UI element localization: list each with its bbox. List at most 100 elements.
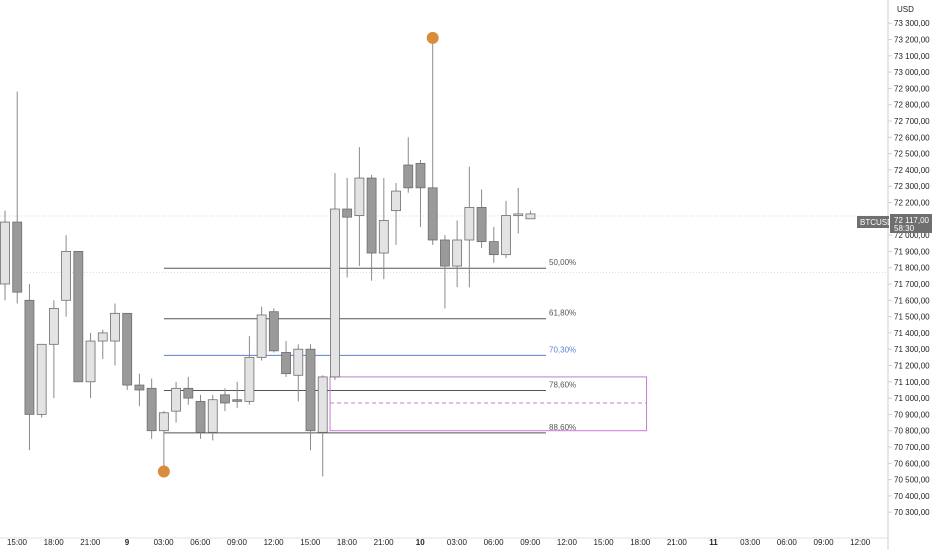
candle-down bbox=[415, 162, 426, 189]
candle-down bbox=[122, 312, 133, 386]
symbol-tag: BTCUSD bbox=[860, 218, 893, 227]
candle-down bbox=[12, 221, 23, 293]
time-tick-label: 03:00 bbox=[447, 538, 468, 547]
candle-up bbox=[256, 314, 267, 358]
price-tick-label: 70 800,00 bbox=[894, 427, 930, 436]
price-tick-label: 71 300,00 bbox=[894, 345, 930, 354]
candle-up bbox=[85, 340, 96, 383]
currency-label: USD bbox=[897, 5, 914, 14]
time-tick-label: 09:00 bbox=[520, 538, 541, 547]
time-tick-label: 11 bbox=[709, 538, 718, 547]
time-tick-label: 21:00 bbox=[667, 538, 688, 547]
price-tick-label: 71 000,00 bbox=[894, 394, 930, 403]
candle-up bbox=[97, 332, 108, 342]
current-price-label: 72 117,00 bbox=[894, 216, 930, 225]
fib-level-label: 50,00% bbox=[549, 258, 576, 267]
price-tick-label: 70 900,00 bbox=[894, 410, 930, 419]
candle-up bbox=[464, 206, 475, 241]
time-tick-label: 09:00 bbox=[227, 538, 248, 547]
time-axis[interactable]: 15:00 18:00 21:00 9 03:00 06:00 09:00 12:00 15:0… bbox=[0, 537, 888, 547]
price-tick-label: 72 200,00 bbox=[894, 199, 930, 208]
candle-up bbox=[110, 312, 120, 342]
candle-up bbox=[452, 239, 463, 267]
price-tick-label: 71 600,00 bbox=[894, 296, 930, 305]
current-price-tag: BTCUSD 72 117,00 58:30 bbox=[857, 214, 932, 233]
price-tick-label: 72 600,00 bbox=[894, 133, 930, 142]
candle-up bbox=[330, 208, 340, 378]
candle-down bbox=[281, 352, 291, 375]
candle-down bbox=[427, 187, 438, 241]
time-tick-label: 21:00 bbox=[374, 538, 395, 547]
candle-up bbox=[378, 220, 389, 254]
price-tick-label: 72 900,00 bbox=[894, 84, 930, 93]
candle-down bbox=[342, 208, 353, 218]
candle-up bbox=[391, 190, 401, 212]
price-axis[interactable]: USD 73 300,00 73 200,00 73 100,00 73 000,00… bbox=[887, 0, 932, 550]
candle-down bbox=[440, 239, 450, 267]
fib-level-label: 70,30% bbox=[549, 345, 576, 354]
fibonacci-retracement[interactable]: 50,00% 61,80% 70,30% 78,60% 88,60% bbox=[164, 258, 576, 434]
time-tick-label: 9 bbox=[125, 538, 130, 547]
candle-up bbox=[61, 250, 71, 301]
price-tick-label: 72 300,00 bbox=[894, 182, 930, 191]
candle-up bbox=[0, 221, 10, 285]
price-tick-label: 72 400,00 bbox=[894, 166, 930, 175]
price-tick-label: 71 100,00 bbox=[894, 378, 930, 387]
candle-down bbox=[195, 400, 206, 433]
candle-up bbox=[354, 177, 365, 216]
candle-up bbox=[293, 348, 304, 376]
time-tick-label: 18:00 bbox=[337, 538, 358, 547]
price-tick-label: 71 700,00 bbox=[894, 280, 930, 289]
price-tick-label: 70 500,00 bbox=[894, 476, 930, 485]
pivot-marker bbox=[426, 31, 439, 44]
symbol-tag-background bbox=[857, 216, 889, 228]
candle-down bbox=[366, 177, 377, 254]
range-box[interactable] bbox=[329, 376, 648, 432]
price-tick-label: 72 700,00 bbox=[894, 117, 930, 126]
price-tick-label: 70 600,00 bbox=[894, 459, 930, 468]
price-axis-background bbox=[888, 0, 932, 550]
time-tick-label: 03:00 bbox=[154, 538, 175, 547]
price-tag-background bbox=[890, 214, 932, 233]
pivot-markers bbox=[157, 31, 439, 478]
candle-down bbox=[220, 394, 230, 404]
candle-up bbox=[317, 376, 328, 433]
fib-level-label: 61,80% bbox=[549, 309, 576, 318]
candle-up bbox=[158, 412, 169, 432]
candle-down bbox=[73, 250, 84, 383]
fib-level-label: 88,60% bbox=[549, 423, 576, 432]
countdown-label: 58:30 bbox=[894, 224, 915, 233]
time-tick-label: 15:00 bbox=[300, 538, 321, 547]
candle-up bbox=[207, 399, 218, 433]
candle-down bbox=[268, 311, 279, 352]
price-tick-label: 70 300,00 bbox=[894, 508, 930, 517]
range-box-outline[interactable] bbox=[329, 376, 648, 432]
candle-down bbox=[476, 206, 487, 243]
time-tick-label: 10 bbox=[416, 538, 425, 547]
price-tick-label: 73 000,00 bbox=[894, 68, 930, 77]
time-tick-label: 15:00 bbox=[594, 538, 615, 547]
fib-level-label: 78,60% bbox=[549, 380, 576, 389]
candle-up bbox=[525, 213, 536, 220]
candle-down bbox=[488, 241, 499, 256]
price-tick-label: 73 100,00 bbox=[894, 52, 930, 61]
time-tick-label: 09:00 bbox=[814, 538, 835, 547]
time-tick-label: 18:00 bbox=[44, 538, 65, 547]
price-tick-label: 72 800,00 bbox=[894, 101, 930, 110]
candle-down bbox=[403, 164, 414, 189]
candle-down bbox=[232, 399, 243, 402]
time-tick-label: 12:00 bbox=[557, 538, 578, 547]
price-tick-label: 71 800,00 bbox=[894, 264, 930, 273]
time-tick-label: 12:00 bbox=[264, 538, 285, 547]
candles bbox=[0, 39, 536, 477]
candle-up bbox=[48, 308, 59, 345]
pivot-marker bbox=[157, 465, 170, 478]
candle-down bbox=[24, 299, 35, 415]
price-tick-label: 70 400,00 bbox=[894, 492, 930, 501]
time-tick-label: 06:00 bbox=[777, 538, 798, 547]
candle-down bbox=[183, 387, 194, 399]
candle-up bbox=[244, 356, 255, 402]
grid-layer bbox=[0, 215, 888, 273]
price-tick-label: 73 200,00 bbox=[894, 36, 930, 45]
